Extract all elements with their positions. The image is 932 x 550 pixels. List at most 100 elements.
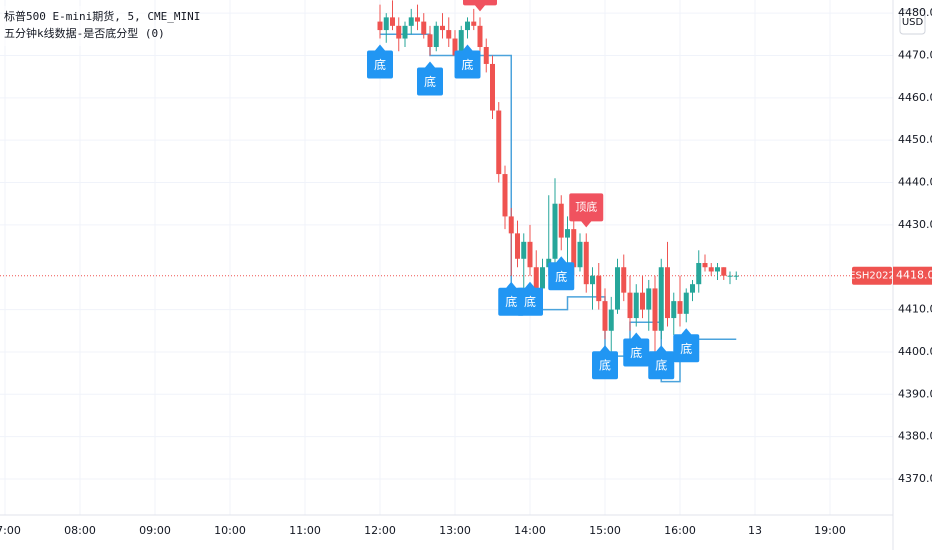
y-tick-label: 4480.00 <box>898 6 932 19</box>
candle-body <box>708 267 714 272</box>
candle-body <box>377 21 383 31</box>
candle-body <box>396 25 402 39</box>
candle-body <box>615 267 620 310</box>
x-tick-label: 13:00 <box>439 524 471 537</box>
candle-body <box>552 203 558 259</box>
currency: USD <box>902 17 924 28</box>
signal-label: 底 <box>505 294 517 309</box>
candle-body <box>608 309 614 331</box>
bottom-signal <box>648 345 675 380</box>
candle-body <box>471 21 477 26</box>
candle-body <box>577 241 583 268</box>
y-tick-label: 4370.00 <box>898 472 932 485</box>
candle-body <box>571 229 577 268</box>
candle-body <box>590 275 595 285</box>
candle-body <box>652 288 658 331</box>
candle-body <box>627 292 633 319</box>
indicator-title: 五分钟k线数据-是否底分型 (0) <box>4 26 165 40</box>
price-label: 4418.00 <box>896 269 932 282</box>
currency-box[interactable] <box>899 9 926 35</box>
signal-label: 底 <box>524 294 536 309</box>
candle-body <box>527 241 533 268</box>
y-tick-label: 4390.00 <box>898 387 932 400</box>
price-label-bg <box>893 266 932 285</box>
candle-body <box>696 263 702 285</box>
x-tick-label: 14:00 <box>514 524 546 537</box>
candle-body <box>446 30 452 39</box>
signal-label: 底 <box>555 269 567 284</box>
candle-body <box>452 38 458 56</box>
candle-body <box>646 288 652 310</box>
bottom-signal <box>673 328 700 363</box>
signal-label: 底 <box>630 345 642 360</box>
candle-body <box>402 25 408 39</box>
signal-label: 底 <box>424 74 436 89</box>
y-tick-label: 4380.00 <box>898 430 932 443</box>
x-tick-label: 19:00 <box>814 524 846 537</box>
candle-body <box>490 63 495 111</box>
candle-body <box>521 241 527 259</box>
candle-body <box>715 267 720 272</box>
chart-title: 标普500 E-mini期货, 5, CME_MINI <box>4 9 200 23</box>
bottom-signal <box>417 61 443 96</box>
candle-body <box>602 301 608 331</box>
bottom-signal <box>454 44 481 79</box>
bottom-signal <box>517 281 543 316</box>
y-tick-label: 4400.00 <box>898 345 932 358</box>
candle-body <box>508 216 514 234</box>
legend-bg <box>2 6 152 46</box>
candle-body <box>496 110 502 175</box>
x-tick-label: 13 <box>748 524 762 537</box>
candle-body <box>733 275 739 277</box>
candle-body <box>533 267 539 289</box>
grid <box>0 0 893 515</box>
support-line <box>380 33 737 383</box>
y-tick-label: 4410.00 <box>898 303 932 316</box>
candle-body <box>727 275 733 277</box>
candle-body <box>427 34 433 48</box>
x-tick-label: 09:00 <box>139 524 171 537</box>
candle-body <box>458 30 464 56</box>
bottom-signal <box>548 256 575 291</box>
candle-body <box>583 241 589 285</box>
top-signal <box>569 193 604 228</box>
candle-body <box>433 25 439 48</box>
x-tick-label: 08:00 <box>64 524 96 537</box>
candle-body <box>465 21 470 31</box>
candle-body <box>383 17 389 31</box>
candle-body <box>671 301 677 319</box>
y-tick-label: 4470.00 <box>898 48 932 61</box>
candle-body <box>502 174 508 217</box>
x-tick-label: 16:00 <box>664 524 696 537</box>
candle-body <box>408 17 414 26</box>
bottom-signal <box>623 332 650 367</box>
candle-body <box>540 267 545 289</box>
candle-body <box>558 203 564 238</box>
candle-body <box>515 233 520 259</box>
y-tick-label: 4440.00 <box>898 176 932 189</box>
candle-body <box>440 25 445 31</box>
candle-body <box>415 17 420 22</box>
symbol-label-bg <box>852 266 892 285</box>
candle-body <box>421 21 427 35</box>
candle-body <box>721 267 727 276</box>
y-tick-label: 4460.00 <box>898 91 932 104</box>
candle-body <box>633 292 639 319</box>
x-tick-label: 12:00 <box>364 524 396 537</box>
plot-area: 底底底顶底底底底顶底底底底底 <box>0 0 893 383</box>
candle-body <box>640 292 645 310</box>
candle-body <box>658 267 664 331</box>
y-tick-label: 4450.00 <box>898 133 932 146</box>
x-tick-label: 11:00 <box>289 524 321 537</box>
bottom-signal <box>592 345 618 380</box>
x-tick-label: 15:00 <box>589 524 621 537</box>
signal-label: 底 <box>461 57 473 72</box>
candle-body <box>483 47 489 64</box>
signal-label: 底 <box>680 341 692 356</box>
candle-body <box>690 284 695 293</box>
bottom-signal <box>367 44 393 79</box>
candle-body <box>677 301 683 314</box>
candle-body <box>565 229 570 238</box>
signal-label: 底 <box>655 358 667 373</box>
candle-body <box>665 267 670 319</box>
